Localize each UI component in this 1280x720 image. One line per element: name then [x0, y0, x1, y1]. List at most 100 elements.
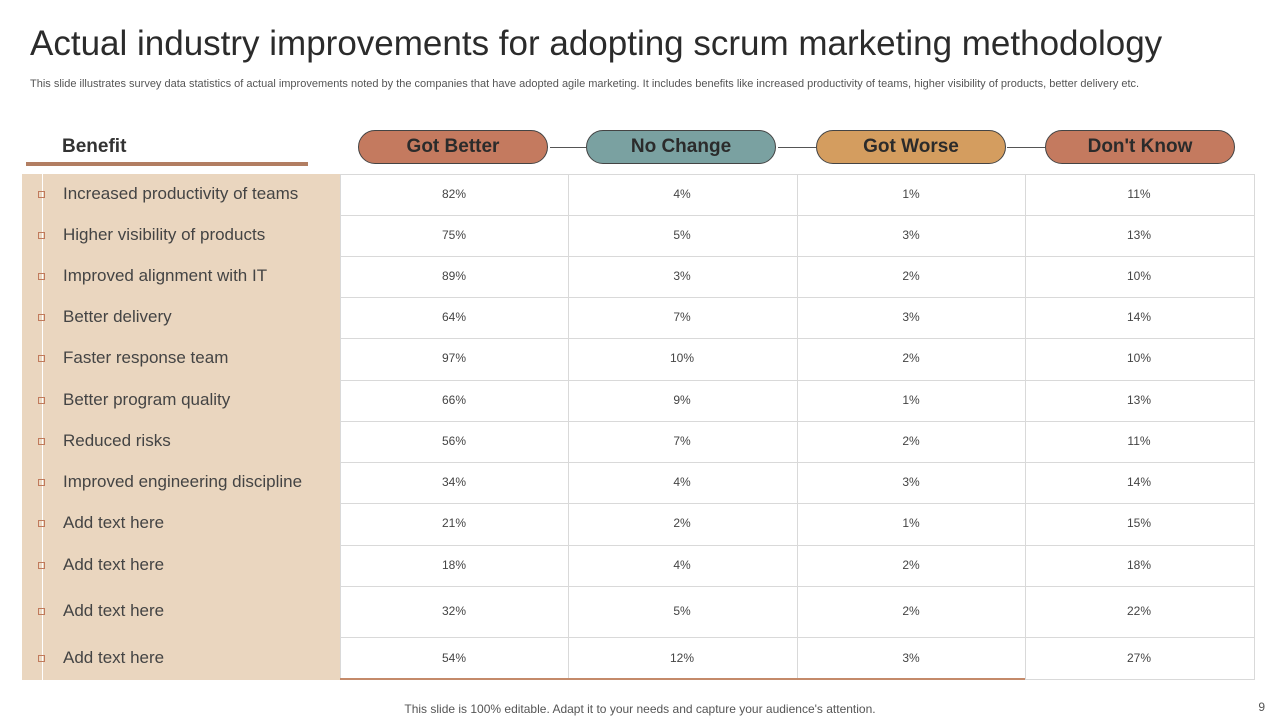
- value-cell: 3%: [673, 268, 691, 283]
- pill-connector: [1007, 147, 1045, 148]
- square-bullet-icon: [38, 396, 45, 404]
- value-cell: 54%: [441, 650, 467, 665]
- value-cell: 97%: [441, 351, 467, 365]
- value-cell: 4%: [673, 557, 691, 572]
- benefit-label: Increased productivity of teams: [63, 183, 299, 203]
- grid-row-divider: [340, 338, 1255, 339]
- benefit-label: Add text here: [63, 600, 165, 620]
- benefit-label: Add text here: [63, 513, 165, 532]
- value-cell: 10%: [1126, 268, 1152, 283]
- value-cell: 13%: [1126, 227, 1152, 242]
- square-bullet-icon: [38, 190, 45, 198]
- value-cell: 21%: [441, 516, 467, 530]
- value-cell: 3%: [902, 650, 920, 665]
- value-cell: 7%: [673, 433, 691, 448]
- value-cell: 13%: [1126, 392, 1152, 407]
- bottom-accent-line: [340, 678, 1025, 680]
- value-cell: 75%: [441, 227, 467, 242]
- benefit-label: Add text here: [63, 647, 165, 667]
- square-bullet-icon: [38, 355, 45, 362]
- grid-column-divider: [797, 174, 798, 680]
- grid-row-divider: [340, 297, 1255, 298]
- value-cell: 64%: [441, 309, 467, 324]
- value-cell: 9%: [673, 392, 691, 407]
- value-cell: 15%: [1126, 516, 1152, 530]
- grid-row-divider: [340, 421, 1255, 422]
- value-cell: 7%: [673, 309, 691, 324]
- page-number: 9: [1258, 700, 1265, 714]
- square-bullet-icon: [38, 520, 45, 527]
- column-header-no-change: No Change: [586, 130, 776, 164]
- pill-connector: [778, 147, 816, 148]
- benefit-label: Better program quality: [63, 389, 231, 409]
- grid-row-divider: [340, 545, 1255, 546]
- value-cell: 56%: [441, 433, 467, 448]
- square-bullet-icon: [38, 478, 45, 486]
- benefit-label: Improved alignment with IT: [63, 265, 268, 285]
- square-bullet-icon: [38, 654, 45, 662]
- value-cell: 3%: [902, 474, 920, 489]
- value-cell: 22%: [1126, 603, 1152, 618]
- slide-footer: This slide is 100% editable. Adapt it to…: [404, 702, 876, 716]
- column-header-got-worse: Got Worse: [816, 130, 1006, 164]
- value-cell: 5%: [673, 603, 691, 618]
- grid-row-divider: [340, 637, 1255, 638]
- grid-row-divider: [340, 503, 1255, 504]
- square-bullet-icon: [38, 561, 45, 569]
- value-cell: 12%: [669, 650, 695, 665]
- benefit-label: Higher visibility of products: [63, 224, 266, 244]
- grid-column-divider: [1025, 174, 1026, 680]
- value-cell: 14%: [1126, 474, 1152, 489]
- value-cell: 4%: [673, 186, 691, 201]
- grid-row-divider: [340, 586, 1255, 587]
- value-cell: 1%: [902, 186, 920, 201]
- slide-subtitle: This slide illustrates survey data stati…: [30, 78, 1140, 90]
- value-cell: 27%: [1126, 650, 1152, 665]
- grid-row-divider: [340, 215, 1255, 216]
- slide-title: Actual industry improvements for adoptin…: [30, 24, 1163, 63]
- value-cell: 3%: [902, 309, 920, 324]
- grid-row-divider: [340, 256, 1255, 257]
- grid-row-divider: [340, 380, 1255, 381]
- grid-column-divider: [568, 174, 569, 680]
- value-cell: 11%: [1127, 433, 1151, 448]
- value-cell: 1%: [902, 392, 920, 407]
- value-cell: 18%: [1126, 557, 1152, 572]
- value-cell: 32%: [441, 603, 467, 618]
- value-cell: 66%: [441, 392, 467, 407]
- value-cell: 89%: [441, 268, 467, 283]
- value-cell: 82%: [441, 186, 467, 201]
- value-cell: 5%: [673, 227, 691, 242]
- value-cell: 4%: [673, 474, 691, 489]
- benefit-label: Reduced risks: [63, 430, 171, 450]
- value-cell: 1%: [902, 516, 920, 530]
- value-cell: 2%: [902, 351, 920, 365]
- value-cell: 10%: [669, 351, 695, 365]
- grid-row-divider: [340, 462, 1255, 463]
- square-bullet-icon: [38, 231, 45, 239]
- value-cell: 14%: [1126, 309, 1152, 324]
- value-cell: 18%: [441, 557, 467, 572]
- benefit-header-underline: [26, 162, 308, 166]
- value-cell: 10%: [1126, 351, 1152, 365]
- value-cell: 34%: [441, 474, 467, 489]
- value-cell: 2%: [902, 557, 920, 572]
- square-bullet-icon: [38, 437, 45, 445]
- benefit-column-panel: [22, 174, 340, 680]
- pill-connector: [550, 147, 586, 148]
- value-cell: 2%: [902, 433, 920, 448]
- benefit-label: Faster response team: [63, 348, 229, 367]
- benefit-column-header: Benefit: [62, 136, 127, 157]
- value-cell: 11%: [1127, 186, 1151, 201]
- value-cell: 2%: [902, 603, 920, 618]
- benefit-label: Better delivery: [63, 306, 172, 326]
- benefit-panel-divider: [42, 174, 43, 680]
- value-cell: 2%: [902, 268, 920, 283]
- square-bullet-icon: [38, 607, 45, 615]
- column-header-got-better: Got Better: [358, 130, 548, 164]
- benefit-label: Improved engineering discipline: [63, 471, 303, 491]
- benefit-label: Add text here: [63, 554, 165, 574]
- value-cell: 2%: [673, 516, 691, 530]
- square-bullet-icon: [38, 313, 45, 321]
- column-header-dont-know: Don't Know: [1045, 130, 1235, 164]
